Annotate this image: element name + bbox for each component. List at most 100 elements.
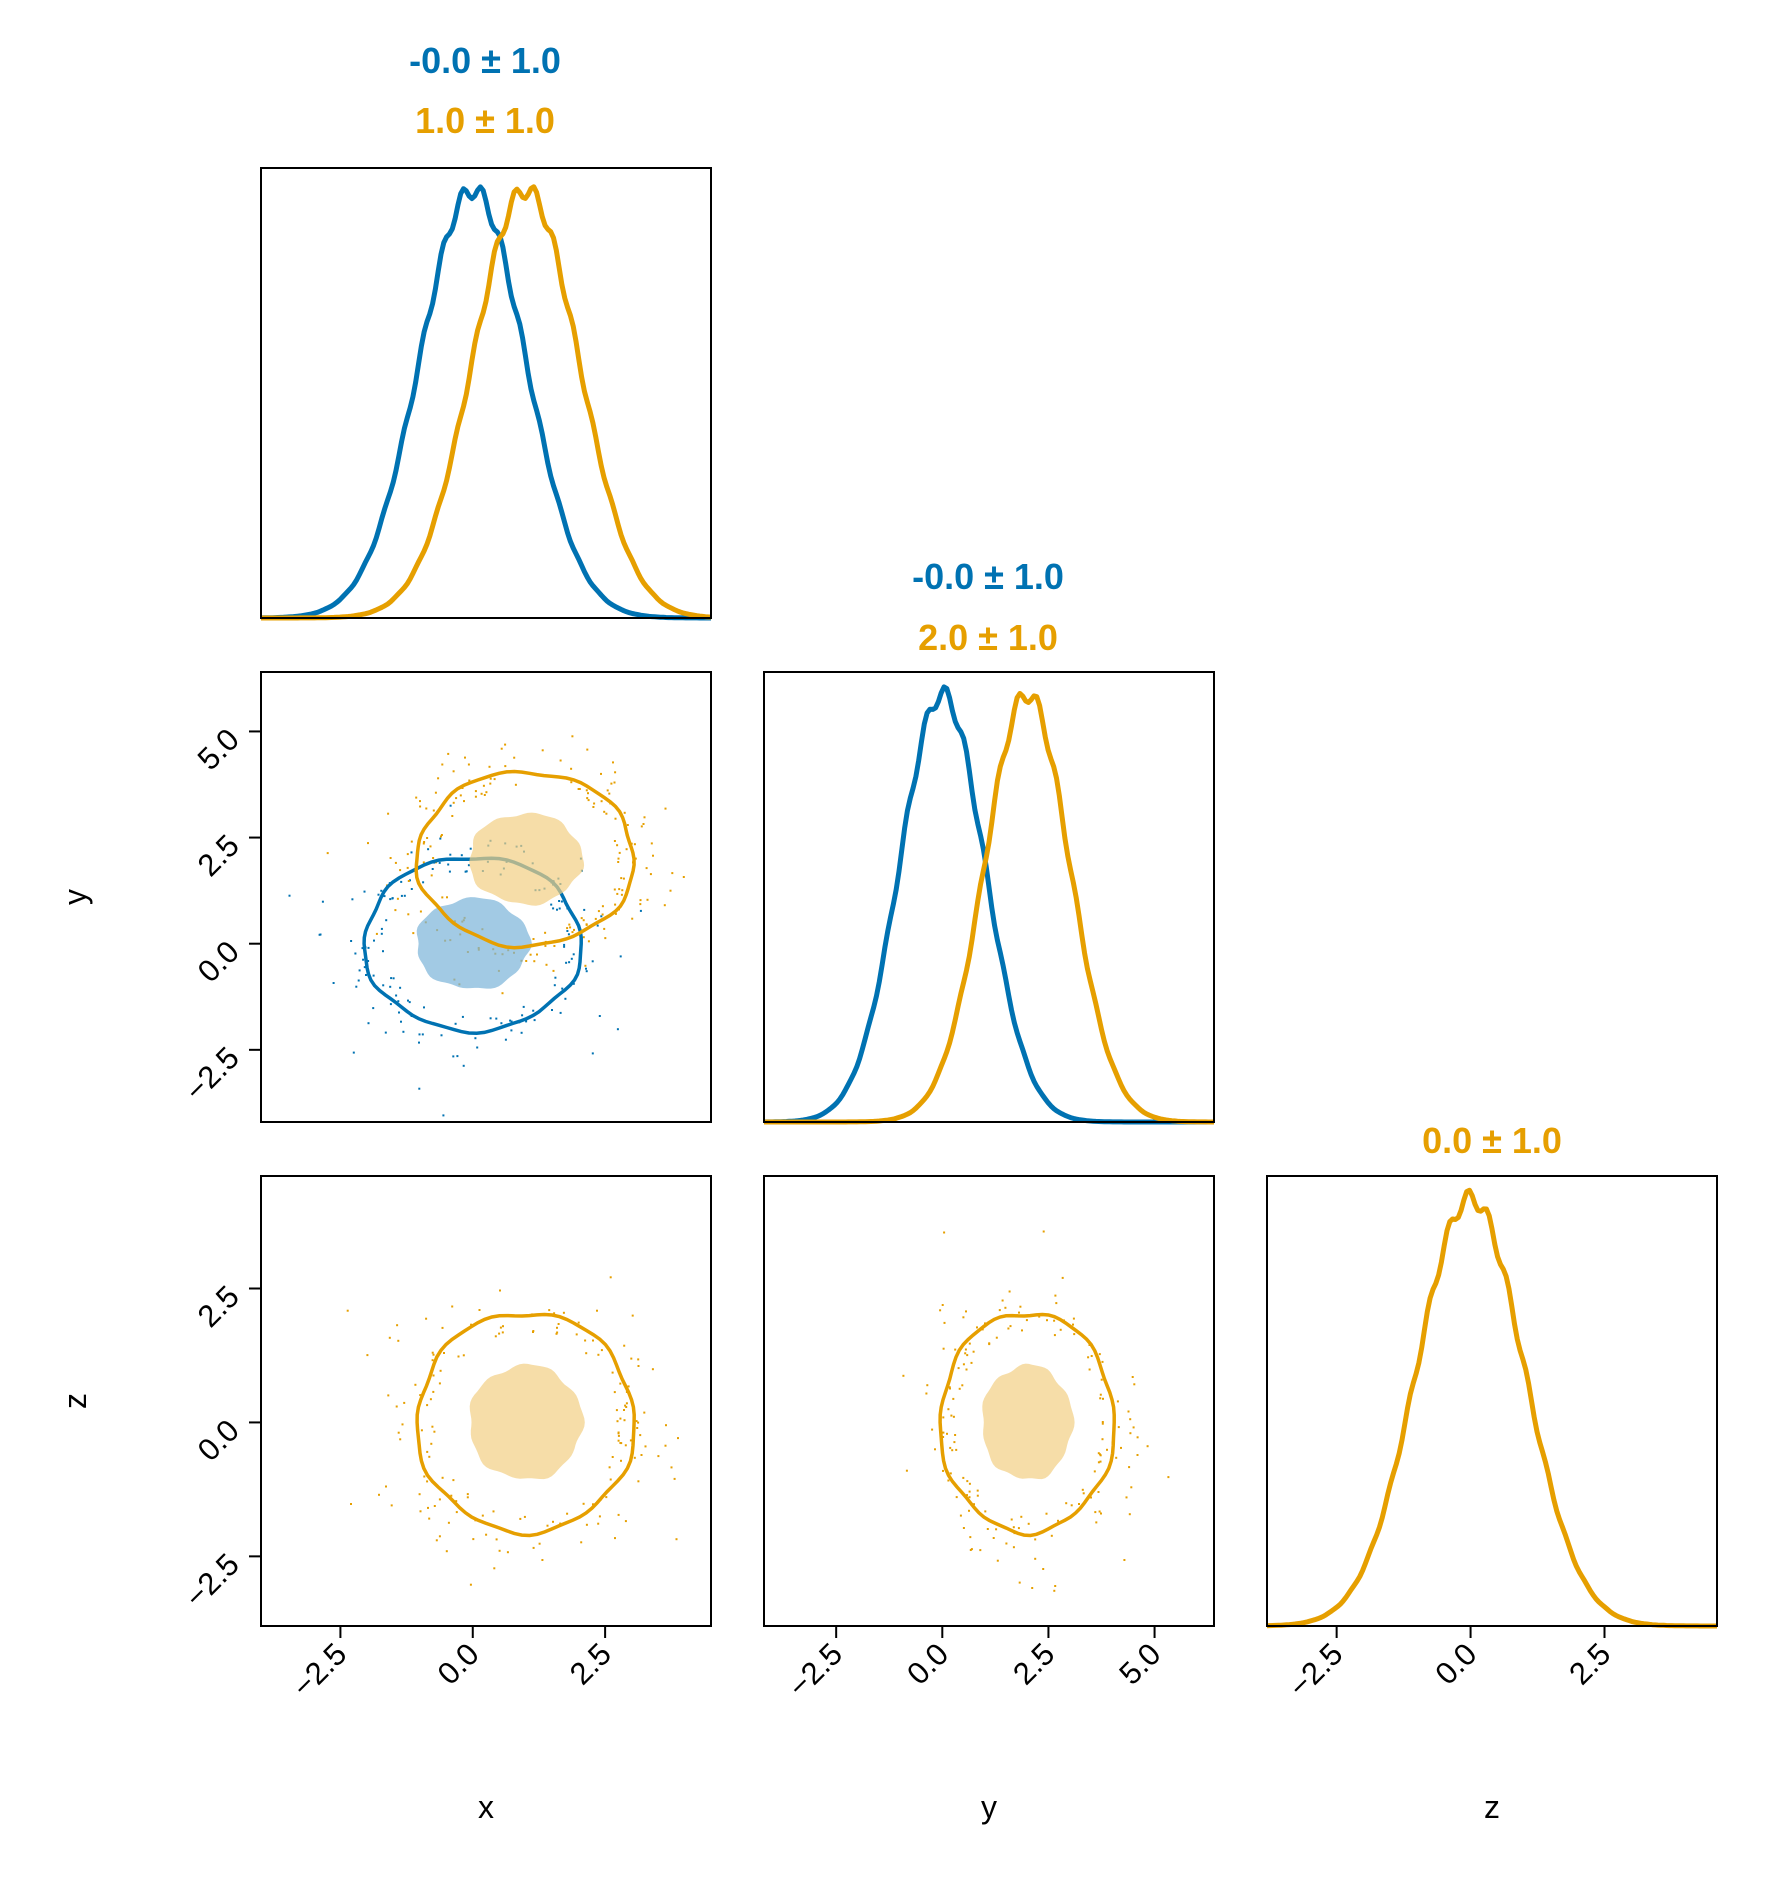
xz-point-series-b bbox=[366, 1354, 369, 1357]
xy-point-series-b bbox=[422, 842, 425, 845]
xz-point-series-b bbox=[466, 1496, 469, 1499]
yz-point-series-b bbox=[979, 1549, 982, 1552]
xz-point-series-b bbox=[426, 1404, 429, 1407]
xy-point-series-a bbox=[619, 955, 622, 958]
xy-point-series-a bbox=[372, 1007, 375, 1010]
xz-point-series-b bbox=[617, 1439, 620, 1442]
xy-point-series-a bbox=[361, 947, 364, 950]
xy-point-series-b bbox=[587, 792, 589, 795]
xy-point-series-b bbox=[489, 777, 492, 780]
yz-point-series-b bbox=[955, 1448, 958, 1451]
yz-point-series-b bbox=[1101, 1438, 1104, 1441]
xy-point-series-b bbox=[625, 848, 628, 851]
yz-point-series-b bbox=[1127, 1410, 1130, 1413]
yz-point-series-b bbox=[902, 1374, 905, 1377]
xy-point-series-a bbox=[465, 870, 468, 873]
yz-point-series-b bbox=[1050, 1534, 1053, 1537]
yz-point-series-b bbox=[976, 1494, 979, 1497]
xy-point-series-a bbox=[464, 870, 467, 873]
xy-point-series-b bbox=[642, 823, 645, 825]
yz-outer-contour-series-b bbox=[938, 1312, 1116, 1538]
xy-point-series-b bbox=[618, 851, 621, 854]
yz-point-series-b bbox=[965, 1310, 967, 1313]
yz-point-series-b bbox=[1133, 1383, 1136, 1386]
xz-point-series-b bbox=[623, 1419, 626, 1422]
xy-point-series-b bbox=[587, 799, 590, 802]
yz-point-series-b bbox=[1097, 1452, 1100, 1455]
xz-point-series-b bbox=[637, 1421, 640, 1424]
xz-point-series-b bbox=[608, 1466, 611, 1469]
xz-point-series-b bbox=[614, 1537, 616, 1540]
xz-point-series-b bbox=[625, 1402, 628, 1405]
yz-point-series-b bbox=[954, 1434, 957, 1436]
xy-point-series-a bbox=[510, 1020, 513, 1023]
yz-point-series-b bbox=[951, 1449, 954, 1452]
xz-point-series-b bbox=[447, 1521, 450, 1524]
yz-point-series-b bbox=[1046, 1319, 1048, 1322]
xy-point-series-b bbox=[613, 840, 616, 842]
yz-point-series-b bbox=[949, 1387, 951, 1390]
yz-point-series-b bbox=[1031, 1587, 1034, 1589]
x-density-series-a bbox=[260, 184, 711, 621]
xy-point-series-a bbox=[509, 1019, 512, 1022]
xy-point-series-b bbox=[493, 778, 496, 781]
yz-point-series-b bbox=[1055, 1302, 1058, 1305]
xy-point-series-a bbox=[439, 837, 442, 840]
xy-point-series-b bbox=[423, 841, 426, 843]
xy-point-series-b bbox=[452, 801, 455, 804]
xy-point-series-a bbox=[568, 961, 571, 964]
xy-point-series-b bbox=[682, 876, 685, 878]
yz-point-series-b bbox=[969, 1549, 972, 1551]
xy-point-series-a bbox=[591, 1052, 594, 1055]
xy-point-series-a bbox=[565, 961, 568, 964]
yz-point-series-b bbox=[1094, 1511, 1097, 1514]
yz-point-series-b bbox=[1021, 1329, 1023, 1332]
xy-point-series-a bbox=[395, 994, 398, 997]
yz-point-series-b bbox=[1025, 1319, 1028, 1322]
xz-point-series-b bbox=[538, 1542, 541, 1545]
xy-point-series-a bbox=[363, 890, 366, 893]
xy-point-series-a bbox=[418, 1033, 421, 1036]
xy-point-series-b bbox=[614, 817, 617, 820]
yz-point-series-b bbox=[1099, 1393, 1102, 1396]
xz-point-series-b bbox=[485, 1533, 488, 1536]
yz-point-series-b bbox=[1019, 1305, 1022, 1308]
title-y-series-b: 2.0 ± 1.0 bbox=[918, 617, 1058, 658]
xz-point-series-b bbox=[605, 1496, 608, 1499]
xy-point-series-b bbox=[387, 812, 390, 815]
xy-point-series-a bbox=[402, 1030, 405, 1033]
yz-point-series-b bbox=[925, 1392, 928, 1395]
xy-point-series-b bbox=[434, 791, 437, 794]
xy-point-series-a bbox=[554, 976, 557, 979]
xz-point-series-b bbox=[438, 1382, 441, 1385]
xy-point-series-b bbox=[447, 752, 450, 755]
xy-point-series-b bbox=[600, 800, 603, 803]
yz-point-series-b bbox=[942, 1431, 945, 1434]
panel-x-marginal-frame bbox=[260, 167, 712, 619]
xy-point-series-b bbox=[585, 789, 588, 792]
xz-point-series-b bbox=[438, 1535, 441, 1538]
yz-point-series-b bbox=[1100, 1378, 1103, 1381]
xy-point-series-b bbox=[671, 872, 674, 875]
xy-point-series-a bbox=[572, 982, 575, 985]
yz-point-series-b bbox=[966, 1354, 969, 1357]
xz-point-series-b bbox=[494, 1335, 497, 1338]
yz-point-series-b bbox=[1128, 1513, 1131, 1516]
yz-point-series-b bbox=[1053, 1589, 1056, 1592]
xz-point-series-b bbox=[388, 1336, 391, 1339]
xy-point-series-b bbox=[375, 932, 378, 935]
xy-point-series-a bbox=[400, 894, 403, 897]
yz-point-series-b bbox=[1130, 1486, 1133, 1489]
xy-point-series-a bbox=[585, 970, 588, 973]
xy-point-series-b bbox=[566, 927, 569, 930]
xy-point-series-a bbox=[383, 895, 386, 898]
yz-point-series-b bbox=[973, 1503, 975, 1506]
xz-point-series-b bbox=[664, 1444, 667, 1447]
xy-point-series-b bbox=[432, 809, 435, 812]
xy-point-series-b bbox=[604, 937, 607, 940]
yz-point-series-b bbox=[968, 1342, 971, 1345]
xz-point-series-b bbox=[637, 1365, 640, 1367]
yz-point-series-b bbox=[1100, 1512, 1102, 1515]
yz-point-series-b bbox=[976, 1326, 978, 1329]
xy-point-series-b bbox=[396, 897, 399, 900]
